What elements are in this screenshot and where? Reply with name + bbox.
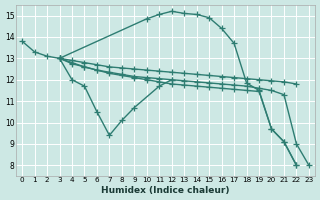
X-axis label: Humidex (Indice chaleur): Humidex (Indice chaleur)	[101, 186, 230, 195]
